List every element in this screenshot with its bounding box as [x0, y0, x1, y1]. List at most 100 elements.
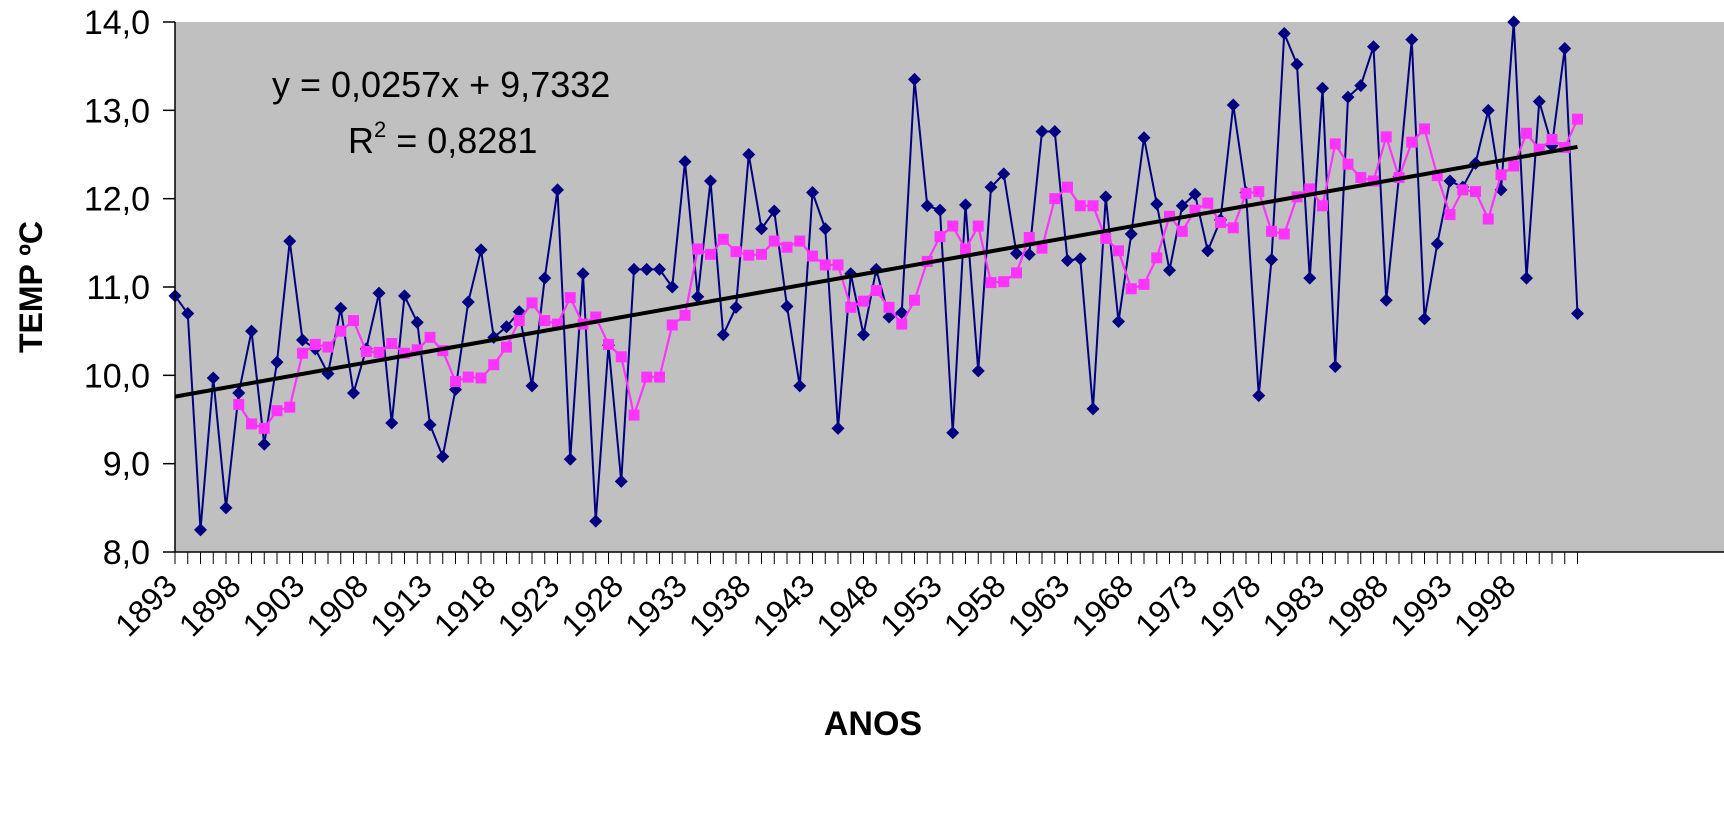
series-1-point	[219, 501, 233, 515]
y-tick-label: 12,0	[84, 181, 150, 219]
series-1-point	[933, 203, 947, 217]
series-2-point	[475, 372, 487, 384]
series-2-point	[615, 351, 627, 363]
series-2-point	[513, 315, 525, 327]
series-1-point	[1354, 79, 1368, 93]
series-2-point	[564, 292, 576, 304]
y-tick-label: 11,0	[86, 269, 150, 307]
series-2-point	[794, 235, 806, 247]
series-1-point	[1163, 263, 1176, 277]
series-1-point	[1175, 199, 1189, 213]
series-1-point	[716, 328, 730, 342]
series-1-point	[1048, 125, 1062, 139]
series-1-point	[767, 204, 781, 218]
series-1-point	[1303, 271, 1317, 285]
series-2-point	[972, 220, 984, 232]
series-1-point	[1290, 57, 1304, 71]
series-1-point	[1086, 402, 1100, 416]
series-1-point	[372, 286, 386, 300]
series-1-point	[882, 310, 896, 324]
series-layer	[168, 15, 1584, 537]
x-tick-label: 1968	[1064, 567, 1140, 643]
series-1-point	[780, 299, 794, 313]
series-1-point	[1443, 174, 1457, 188]
series-1-point	[589, 514, 603, 528]
series-2-point	[1470, 186, 1481, 198]
series-2-point	[1278, 228, 1290, 240]
series-1-point	[1507, 15, 1521, 29]
x-tick-label: 1903	[236, 567, 312, 643]
series-1-point	[1367, 40, 1380, 54]
series-2-point	[322, 341, 334, 353]
series-2-point	[424, 331, 436, 343]
series-2-point	[552, 318, 563, 330]
series-2-point	[1342, 158, 1354, 170]
series-1-point	[1035, 125, 1049, 139]
series-1-point	[1226, 98, 1240, 112]
series-2-point	[1227, 222, 1239, 234]
series-1-point	[920, 199, 934, 213]
series-2-point	[1100, 232, 1112, 244]
series-1-point	[398, 289, 411, 303]
series-2-point	[450, 376, 461, 388]
series-1-point	[1265, 253, 1278, 267]
x-tick-label: 1973	[1128, 567, 1204, 643]
series-2-point	[258, 422, 270, 434]
x-tick-label: 1928	[554, 567, 630, 643]
series-1-point	[729, 300, 743, 314]
x-tick-label: 1938	[682, 567, 758, 643]
series-2-point	[1049, 193, 1061, 205]
series-1-point	[1188, 187, 1202, 201]
series-2-point	[679, 309, 691, 321]
series-1-point	[1099, 190, 1113, 204]
series-1-point	[1112, 314, 1125, 328]
series-1-point	[538, 271, 552, 285]
x-tick-label: 1983	[1256, 567, 1332, 643]
series-2-point	[1023, 232, 1035, 244]
series-2-point	[1125, 283, 1137, 295]
series-2-point	[1380, 131, 1392, 143]
series-2-point	[1087, 200, 1099, 212]
series-1-point	[525, 379, 539, 393]
x-tick-label: 1943	[746, 567, 822, 643]
series-2-point	[1546, 133, 1558, 145]
series-1-point	[1061, 254, 1074, 267]
x-tick-label: 1988	[1319, 567, 1395, 643]
series-2-point	[705, 248, 716, 260]
series-1-point	[436, 450, 450, 464]
series-2-point	[360, 345, 372, 357]
series-2-point	[1036, 242, 1048, 254]
series-2-point	[1329, 138, 1341, 150]
series-1-point	[257, 437, 271, 451]
series-1-point	[206, 371, 220, 385]
series-2-point	[373, 346, 385, 358]
series-1-point	[1341, 90, 1355, 104]
series-1-point	[563, 452, 577, 466]
series-2-point	[998, 276, 1010, 288]
series-2-point	[1164, 210, 1175, 222]
series-2-point	[411, 344, 423, 356]
series-2-point	[590, 311, 602, 323]
series-2-point	[399, 347, 410, 359]
series-1-point	[653, 262, 666, 276]
series-1-point	[704, 174, 717, 188]
series-2-point	[832, 259, 844, 271]
series-2-point	[960, 243, 971, 255]
series-1-point	[1137, 131, 1151, 145]
series-1-point	[232, 386, 246, 400]
y-tick-label: 8,0	[103, 534, 150, 572]
series-2-point	[909, 294, 920, 306]
x-tick-label: 1908	[299, 567, 375, 643]
y-tick-label: 9,0	[103, 446, 150, 484]
series-2-point	[870, 285, 882, 297]
trendline-layer	[174, 144, 1578, 399]
series-2-point	[1317, 200, 1328, 212]
series-2-point	[1533, 143, 1545, 155]
y-tick-label: 10,0	[84, 357, 150, 395]
series-1-point	[640, 262, 654, 276]
series-2-point	[717, 233, 729, 245]
series-1-point	[1022, 247, 1036, 261]
y-axis-title: TEMP ºC	[13, 221, 49, 353]
series-2-point	[246, 418, 257, 430]
x-tick-label: 1898	[172, 567, 248, 643]
